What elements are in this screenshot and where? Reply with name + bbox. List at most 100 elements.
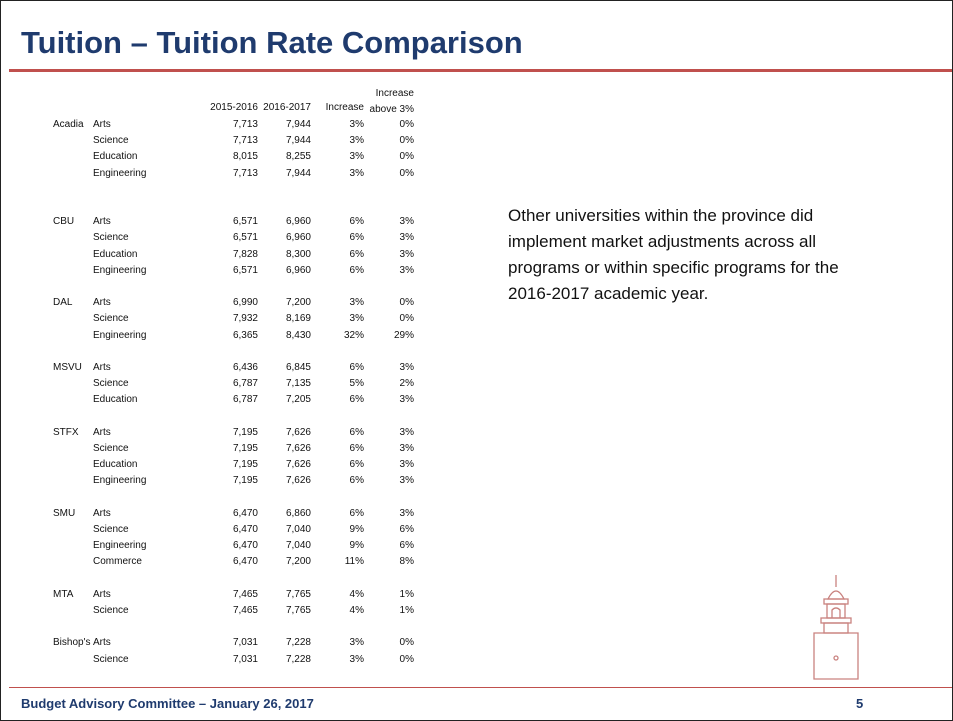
table-cell: 6,470 <box>232 507 258 519</box>
program: Commerce <box>93 556 142 568</box>
table-cell: 6% <box>349 443 364 454</box>
table-cell: 7,040 <box>285 540 311 552</box>
program: Education <box>93 151 138 163</box>
program: Arts <box>93 216 111 228</box>
program: Science <box>93 135 129 147</box>
program: Education <box>93 394 138 406</box>
institution: MSVU <box>53 362 82 373</box>
institution: CBU <box>53 216 75 228</box>
table-cell: 2% <box>399 378 414 390</box>
table-cell: 3% <box>349 637 364 649</box>
column-header: Increase <box>325 102 364 113</box>
table-cell: 8,015 <box>232 151 258 163</box>
body-text: Other universities within the province d… <box>508 206 839 303</box>
program: Arts <box>93 588 111 600</box>
table-cell: 6,571 <box>232 216 258 228</box>
table-cell: 7,944 <box>285 167 311 179</box>
table-cell: 8,300 <box>285 248 311 260</box>
table-cell: 3% <box>399 507 414 519</box>
table-cell: 6% <box>349 232 364 244</box>
table-cell: 6,990 <box>232 297 258 309</box>
table-cell: 8,430 <box>285 329 311 341</box>
program: Science <box>93 232 129 244</box>
table-cell: 6,960 <box>285 232 311 244</box>
table-cell: 0% <box>399 637 414 649</box>
program: Engineering <box>93 540 147 552</box>
program: Engineering <box>93 329 147 341</box>
tower-icon <box>813 575 859 680</box>
table-cell: 7,205 <box>285 394 311 406</box>
table-cell: 7,195 <box>232 426 258 438</box>
program: Arts <box>93 637 111 649</box>
table-cell: 7,040 <box>285 524 311 535</box>
table-cell: 7,200 <box>285 556 311 568</box>
table-cell: 3% <box>399 216 414 228</box>
program: Engineering <box>93 475 147 487</box>
table-cell: 7,195 <box>232 475 258 487</box>
table-cell: 7,200 <box>285 297 311 309</box>
table-cell: 7,944 <box>285 135 311 147</box>
table-cell: 6,571 <box>232 232 258 244</box>
slide-title: Tuition – Tuition Rate Comparison <box>21 25 523 60</box>
table-cell: 6% <box>349 426 364 438</box>
table-cell: 6,787 <box>232 378 258 390</box>
table-cell: 7,135 <box>285 378 311 390</box>
table-cell: 5% <box>349 378 364 390</box>
table-cell: 3% <box>399 443 414 454</box>
table-cell: 6,470 <box>232 556 258 568</box>
program: Arts <box>93 297 111 309</box>
table-cell: 7,465 <box>232 605 258 616</box>
table-cell: 3% <box>399 264 414 276</box>
table-cell: 6% <box>349 394 364 406</box>
table-cell: 3% <box>349 119 364 130</box>
table-cell: 6,960 <box>285 264 311 276</box>
program: Arts <box>93 426 111 438</box>
title-rule <box>9 69 952 72</box>
program: Science <box>93 313 129 325</box>
program: Arts <box>93 507 111 519</box>
institution: STFX <box>53 426 79 438</box>
table-cell: 6,436 <box>232 362 258 373</box>
table-cell: 6% <box>349 362 364 373</box>
institution: Bishop's <box>53 637 91 649</box>
table-cell: 3% <box>349 167 364 179</box>
institution: Acadia <box>53 119 84 130</box>
table-cell: 7,228 <box>285 637 311 649</box>
table-cell: 0% <box>399 297 414 309</box>
program: Science <box>93 378 129 390</box>
table-cell: 3% <box>349 313 364 325</box>
table-cell: 1% <box>399 588 414 600</box>
program: Education <box>93 248 138 260</box>
table-cell: 7,713 <box>232 167 258 179</box>
table-cell: 7,626 <box>285 475 311 487</box>
table-cell: 7,626 <box>285 426 311 438</box>
table-cell: 0% <box>399 151 414 163</box>
table-cell: 29% <box>393 329 414 341</box>
table-cell: 7,195 <box>232 459 258 471</box>
program: Arts <box>93 119 111 130</box>
program: Education <box>93 459 138 471</box>
table-cell: 7,765 <box>285 588 311 600</box>
table-cell: 3% <box>399 426 414 438</box>
table-cell: 6% <box>399 540 414 552</box>
table-cell: 8% <box>399 556 414 568</box>
table-cell: 6,787 <box>232 394 258 406</box>
table-cell: 9% <box>349 540 364 552</box>
table-cell: 32% <box>343 329 364 341</box>
table-cell: 8,255 <box>285 151 311 163</box>
table-cell: 0% <box>399 167 414 179</box>
table-cell: 9% <box>349 524 364 535</box>
table-cell: 7,765 <box>285 605 311 616</box>
table-cell: 7,713 <box>232 119 258 130</box>
table-cell: 6% <box>349 264 364 276</box>
table-cell: 3% <box>349 297 364 309</box>
table-cell: 3% <box>399 248 414 260</box>
table-cell: 6,571 <box>232 264 258 276</box>
table-cell: 7,465 <box>232 588 258 600</box>
table-cell: 7,713 <box>232 135 258 147</box>
column-header: 2016-2017 <box>263 102 311 113</box>
table-cell: 6% <box>349 216 364 228</box>
table-cell: 6,365 <box>232 329 258 341</box>
footer-text: Budget Advisory Committee – January 26, … <box>21 696 314 711</box>
